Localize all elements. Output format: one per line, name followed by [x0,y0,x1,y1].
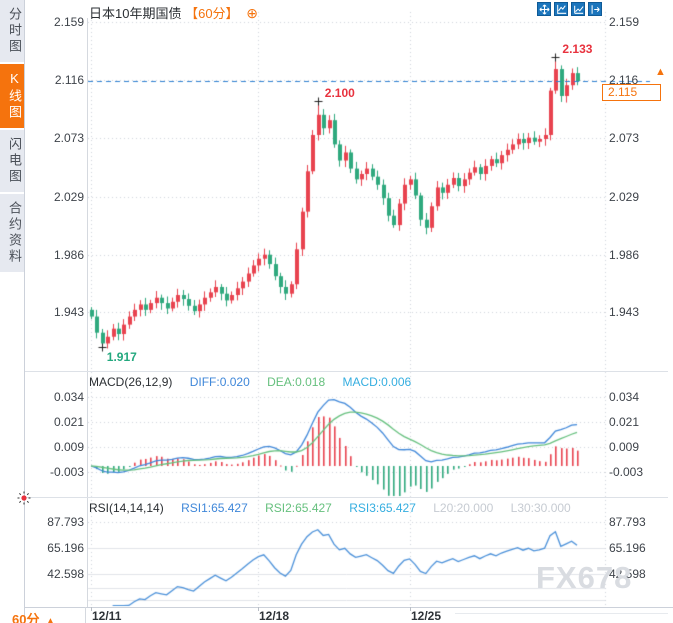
macd-macd-value: MACD:0.006 [342,375,412,389]
rsi3-value: RSI3:65.427 [349,501,416,515]
rsi-axis-label: 42.598 [609,567,646,581]
jump-to-latest-icon[interactable] [588,2,602,16]
macd-diff-value: DIFF:0.020 [189,375,250,389]
instrument-title: 日本10年期国债 [89,6,182,21]
macd-axis-label: 0.021 [609,415,640,429]
price-axis-label: 2.159 [609,15,640,29]
sidebar-item-contract-info[interactable]: 合约资料 [0,194,24,272]
price-axis-label: 2.073 [53,131,84,145]
rsi-panel-divider [25,497,668,498]
zoom-y-axis-icon[interactable] [571,2,585,16]
sidebar: 分时图 K线图 闪电图 合约资料 [0,0,25,623]
interval-tag[interactable]: 【60分】 [185,6,239,21]
sidebar-item-lightning-chart[interactable]: 闪电图 [0,130,24,192]
x-axis-label: 12/11 [92,609,122,623]
price-axis-label: 2.116 [609,73,639,87]
price-axis-label: 1.943 [53,305,84,319]
time-axis-divider [25,607,673,608]
price-axis-label: 2.073 [609,131,640,145]
price-axis-label: 2.029 [609,190,640,204]
rsi-axis-label: 87.793 [47,515,84,529]
macd-axis-label: -0.003 [49,465,84,479]
price-axis-label: 1.986 [609,248,640,262]
zoom-x-axis-icon[interactable] [554,2,568,16]
macd-header: MACD(26,12,9) DIFF:0.020 DEA:0.018 MACD:… [89,375,425,389]
dropdown-arrow-icon: ▲ [45,616,56,623]
rsi-axis-label: 65.196 [609,541,646,555]
rsi-axis-label: 87.793 [609,515,646,529]
macd-axis-label: -0.003 [609,465,644,479]
macd-dea-value: DEA:0.018 [267,375,326,389]
rsi1-value: RSI1:65.427 [181,501,248,515]
macd-panel-divider [25,371,668,372]
sidebar-item-time-chart[interactable]: 分时图 [0,0,24,62]
macd-axis-label: 0.034 [609,390,640,404]
price-axis-label: 1.943 [609,305,640,319]
x-axis-label: 12/18 [259,609,290,623]
rsi-axis-label: 65.196 [47,541,84,555]
sidebar-item-kline-chart[interactable]: K线图 [0,64,24,128]
x-axis-label: 12/25 [411,609,442,623]
chart-header: 日本10年期国债 【60分】 ⊕ [89,3,258,22]
interval-selector[interactable]: 60分 ▲ [12,609,55,623]
interval-label: 60分 [12,612,40,623]
price-annotation: 2.133 [562,41,593,56]
price-axis-label: 2.159 [53,15,84,29]
price-up-arrow-icon: ▲ [655,66,666,78]
fx678-watermark: FX678 [536,560,633,595]
x-axis-tick [258,607,259,611]
rsi2-value: RSI2:65.427 [265,501,332,515]
price-axis-label: 2.029 [53,190,84,204]
expand-icon[interactable]: ⊕ [246,5,258,21]
price-axis-label: 1.986 [53,248,84,262]
rsi-axis-label: 42.598 [47,567,84,581]
macd-axis-label: 0.034 [53,390,84,404]
price-axis-label: 2.116 [54,73,84,87]
macd-title: MACD(26,12,9) [89,375,173,389]
price-annotation: 1.917 [106,350,137,365]
indicator-marker-icon[interactable] [17,491,31,510]
rsi-l30-value: L30:30.000 [510,501,571,515]
rsi-l20-value: L20:20.000 [433,501,494,515]
pan-icon[interactable] [537,2,551,16]
plot-left-border [87,18,88,607]
chart-toolbar [537,2,602,16]
rsi-header: RSI(14,14,14) RSI1:65.427 RSI2:65.427 RS… [89,501,585,515]
x-axis-tick [91,607,92,611]
macd-axis-label: 0.009 [53,440,84,454]
rsi-title: RSI(14,14,14) [89,501,164,515]
last-price-tag: 2.115 [602,84,661,101]
x-axis-tick [410,607,411,611]
macd-axis-label: 0.009 [609,440,640,454]
scrollbar-track[interactable] [455,613,668,614]
macd-axis-label: 0.021 [53,415,84,429]
price-annotation: 2.100 [324,86,355,101]
time-axis-left-divider [85,607,86,623]
